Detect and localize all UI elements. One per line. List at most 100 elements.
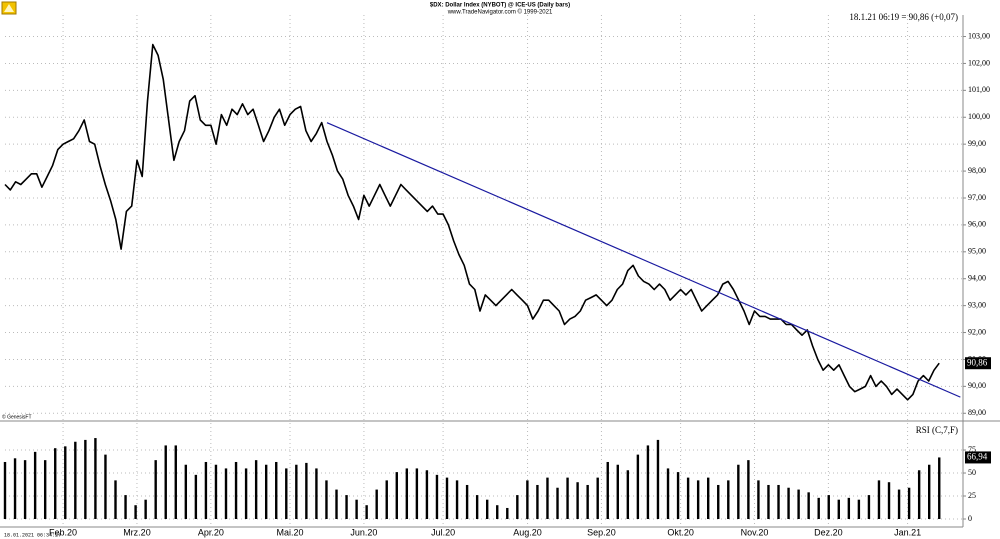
rsi-bar: [475, 495, 479, 519]
rsi-bar: [375, 489, 378, 519]
rsi-bar: [676, 472, 680, 519]
rsi-bar: [234, 461, 238, 519]
price-line: [4, 43, 940, 401]
y-tick-label: 25: [968, 491, 976, 500]
rsi-bar: [686, 477, 690, 519]
y-tick-label: 75: [968, 445, 976, 454]
y-tick-label: 102,00: [968, 58, 990, 67]
rsi-bar: [435, 474, 439, 519]
rsi-bar: [556, 487, 559, 519]
x-tick-label: Apr.20: [198, 527, 224, 537]
y-tick-label: 90,00: [968, 381, 986, 390]
y-tick-label: 50: [968, 468, 976, 477]
rsi-bar: [877, 480, 881, 519]
rsi-bar: [696, 480, 700, 519]
y-tick-label: 89,00: [968, 408, 986, 417]
rsi-bar: [827, 495, 830, 519]
y-tick-label: 95,00: [968, 247, 986, 256]
quote-info: 18.1.21 06:19 = 90,86 (+0,07): [849, 12, 958, 22]
rsi-bar: [747, 460, 750, 519]
rsi-bar: [666, 468, 670, 519]
rsi-bar: [917, 470, 921, 519]
x-tick-label: Jan.21: [894, 527, 921, 537]
rsi-bar: [616, 464, 619, 519]
rsi-bar: [536, 484, 539, 519]
rsi-bar: [355, 499, 358, 519]
rsi-bar: [114, 480, 117, 519]
rsi-bar: [857, 499, 861, 519]
last-value-label: 90,86: [967, 357, 988, 367]
y-tick-label: 92,00: [968, 327, 986, 336]
x-tick-label: Okt.20: [667, 527, 694, 537]
rsi-bar: [938, 457, 941, 519]
x-tick-label: Dez.20: [814, 527, 843, 537]
y-tick-label: 0: [968, 514, 972, 523]
rsi-bar: [13, 458, 17, 519]
rsi-bar: [586, 484, 589, 519]
rsi-bar: [797, 489, 800, 519]
rsi-bar: [566, 477, 569, 519]
y-tick-label: 98,00: [968, 166, 986, 175]
rsi-bar: [907, 487, 911, 519]
rsi-bar: [315, 468, 318, 519]
x-tick-label: Jul.20: [431, 527, 455, 537]
rsi-bar: [365, 505, 368, 519]
rsi-bar: [757, 480, 760, 519]
rsi-bar: [104, 454, 107, 519]
rsi-bar: [485, 499, 489, 519]
rsi-bar: [767, 484, 770, 519]
x-tick-label: Mrz.20: [123, 527, 151, 537]
x-tick-label: Nov.20: [741, 527, 769, 537]
rsi-bar: [154, 460, 157, 519]
last-value-box: [965, 451, 991, 464]
rsi-bar: [224, 468, 228, 519]
rsi-bar: [737, 464, 740, 519]
last-value-box: [965, 357, 991, 370]
timestamp: 18.01.2021 06:34:27: [4, 532, 61, 538]
rsi-bar: [84, 439, 87, 519]
y-tick-label: 94,00: [968, 274, 986, 283]
rsi-bar: [134, 505, 137, 519]
rsi-bar: [496, 505, 499, 519]
y-tick-label: 96,00: [968, 220, 986, 229]
rsi-bar: [646, 445, 650, 519]
rsi-bar: [54, 448, 57, 519]
chart-title: $DX: Dollar Index (NYBOT) @ ICE-US (Dail…: [430, 3, 570, 9]
x-tick-label: Sep.20: [587, 527, 616, 537]
rsi-bar: [94, 438, 97, 519]
y-tick-label: 99,00: [968, 139, 986, 148]
rsi-bar: [43, 460, 47, 519]
rsi-bar: [415, 468, 419, 519]
rsi-bar: [807, 492, 810, 519]
rsi-bar: [546, 477, 549, 519]
x-tick-label: Feb.20: [49, 527, 77, 537]
rsi-bar: [516, 495, 519, 519]
rsi-bar: [214, 464, 218, 519]
x-tick-label: Mai.20: [277, 527, 304, 537]
rsi-bar: [817, 497, 820, 519]
rsi-bar: [777, 484, 780, 519]
rsi-bar: [244, 468, 248, 519]
rsi-bar: [174, 445, 177, 519]
rsi-bar: [706, 477, 710, 519]
rsi-bar: [285, 468, 288, 519]
rsi-bar: [425, 470, 429, 519]
x-tick-label: Jun.20: [350, 527, 377, 537]
rsi-bar: [124, 495, 127, 519]
rsi-bar: [526, 480, 529, 519]
rsi-bar: [275, 461, 278, 519]
rsi-bar: [887, 482, 891, 519]
rsi-bar: [727, 480, 730, 519]
rsi-bar: [23, 460, 27, 519]
rsi-bar: [254, 460, 258, 519]
rsi-bar: [897, 489, 901, 519]
rsi-bar: [717, 484, 720, 519]
rsi-bar: [33, 451, 37, 519]
rsi-bar: [656, 439, 660, 519]
rsi-bar: [465, 484, 469, 519]
rsi-bar: [385, 480, 388, 519]
rsi-bar: [506, 507, 509, 519]
y-tick-label: 100,00: [968, 112, 990, 121]
x-tick-label: Aug.20: [513, 527, 542, 537]
rsi-bar: [264, 464, 268, 519]
